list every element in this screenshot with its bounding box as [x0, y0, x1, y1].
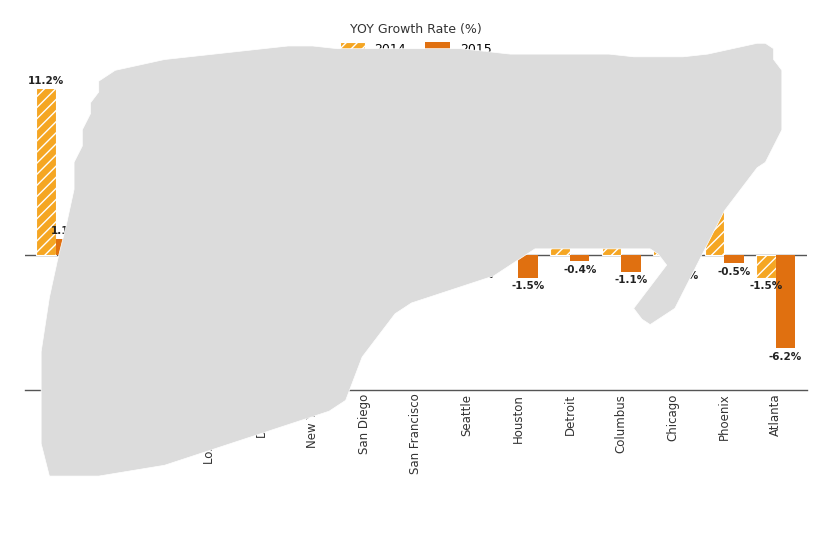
- Text: -0.4%: -0.4%: [563, 265, 597, 275]
- Polygon shape: [41, 43, 782, 476]
- Bar: [87, 147, 107, 255]
- Text: 7.2%: 7.2%: [494, 135, 523, 146]
- Text: -0.8%: -0.8%: [666, 271, 700, 281]
- Text: 1.1%: 1.1%: [51, 226, 80, 236]
- Bar: [396, 196, 416, 255]
- Bar: [448, 88, 467, 255]
- Text: -1.5%: -1.5%: [749, 281, 783, 292]
- Bar: [467, 255, 486, 266]
- Bar: [364, 237, 384, 255]
- Bar: [55, 239, 75, 255]
- Bar: [499, 148, 518, 255]
- Bar: [602, 187, 621, 255]
- Bar: [158, 216, 178, 255]
- Legend: 2014, 2015: 2014, 2015: [333, 17, 498, 62]
- Bar: [242, 185, 261, 255]
- Bar: [36, 88, 55, 255]
- Text: -0.5%: -0.5%: [718, 267, 751, 276]
- Text: 0.7%: 0.7%: [411, 232, 440, 242]
- Text: 4.9%: 4.9%: [546, 170, 574, 180]
- Text: 4.6%: 4.6%: [597, 174, 626, 184]
- Bar: [621, 255, 641, 272]
- Text: -0.7%: -0.7%: [460, 269, 494, 280]
- Bar: [756, 255, 775, 278]
- Text: 7.3%: 7.3%: [82, 134, 112, 144]
- Text: 2.6%: 2.6%: [154, 204, 183, 214]
- Bar: [107, 230, 127, 255]
- Text: 11.2%: 11.2%: [28, 76, 64, 85]
- Text: 6.5%: 6.5%: [134, 146, 163, 156]
- Bar: [139, 159, 158, 255]
- Bar: [704, 204, 724, 255]
- Text: 4.0%: 4.0%: [391, 183, 421, 193]
- Bar: [570, 255, 589, 261]
- Text: 0.2%: 0.2%: [308, 240, 337, 250]
- Text: 1.7%: 1.7%: [102, 217, 132, 227]
- Text: 4.2%: 4.2%: [340, 180, 369, 190]
- Bar: [313, 252, 332, 255]
- Bar: [416, 245, 435, 255]
- Text: 4.5%: 4.5%: [288, 176, 318, 186]
- Bar: [672, 255, 692, 267]
- Text: -6.2%: -6.2%: [769, 352, 802, 361]
- Bar: [190, 182, 210, 255]
- Bar: [345, 193, 364, 255]
- Bar: [551, 182, 570, 255]
- Text: 1.4%: 1.4%: [257, 222, 286, 232]
- Text: 1.2%: 1.2%: [360, 225, 388, 235]
- Text: 4.7%: 4.7%: [237, 173, 266, 183]
- Bar: [518, 255, 538, 278]
- Text: -1.5%: -1.5%: [512, 281, 545, 292]
- Bar: [261, 234, 281, 255]
- Bar: [293, 188, 313, 255]
- Bar: [210, 234, 230, 255]
- Bar: [775, 255, 795, 348]
- Text: 4.4%: 4.4%: [649, 177, 677, 187]
- Bar: [724, 255, 744, 263]
- Text: 11.2%: 11.2%: [439, 76, 476, 85]
- Text: 4.9%: 4.9%: [186, 170, 215, 180]
- Bar: [653, 190, 672, 255]
- Text: -1.1%: -1.1%: [615, 275, 648, 286]
- Text: 3.4%: 3.4%: [700, 192, 729, 202]
- Text: 1.4%: 1.4%: [205, 222, 235, 232]
